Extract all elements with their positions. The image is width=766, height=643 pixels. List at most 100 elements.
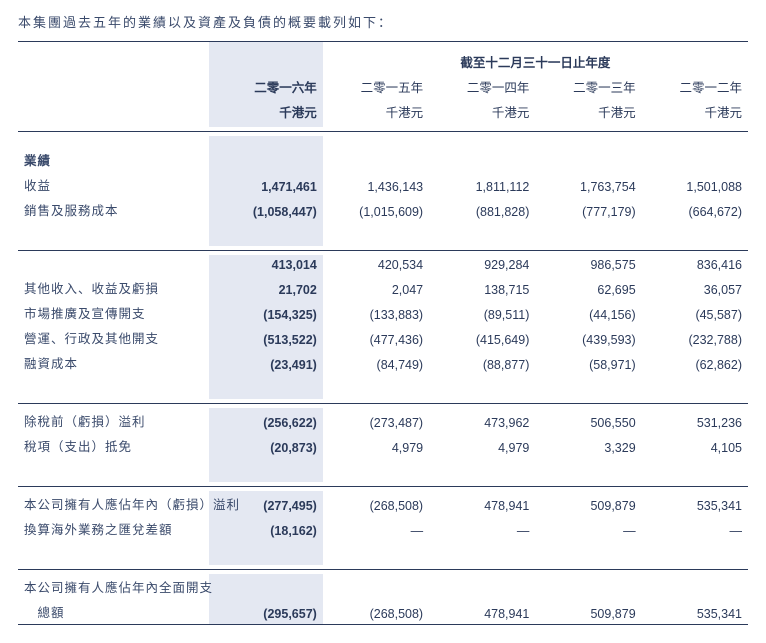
- table-header: 截至十二月三十一日止年度 二零一六年 二零一五年 二零一四年 二零一三年 二零一…: [18, 42, 748, 136]
- cell-value: 535,341: [642, 491, 748, 516]
- cell-value: (23,491): [209, 350, 323, 375]
- cell-value: 535,341: [642, 599, 748, 624]
- cell-value: 506,550: [535, 408, 641, 433]
- cell-value: (295,657): [209, 599, 323, 624]
- row-label: 業績: [18, 136, 209, 172]
- section-gap: [18, 458, 748, 482]
- cell-value: 4,979: [323, 433, 429, 458]
- section-divider: [18, 246, 748, 255]
- cell-value: 1,763,754: [535, 172, 641, 197]
- cell-value: [323, 136, 429, 172]
- cell-value: (58,971): [535, 350, 641, 375]
- cell-value: 986,575: [535, 255, 641, 275]
- cell-value: 21,702: [209, 275, 323, 300]
- table-row: 其他收入、收益及虧損21,7022,047138,71562,69536,057: [18, 275, 748, 300]
- col-year-1: 二零一五年: [323, 74, 429, 99]
- cell-value: 509,879: [535, 491, 641, 516]
- financial-summary-table: 截至十二月三十一日止年度 二零一六年 二零一五年 二零一四年 二零一三年 二零一…: [18, 42, 748, 624]
- cell-value: 929,284: [429, 255, 535, 275]
- table-row: 本公司擁有人應佔年內（虧損）溢利(277,495)(268,508)478,94…: [18, 491, 748, 516]
- cell-value: 1,811,112: [429, 172, 535, 197]
- cell-value: (664,672): [642, 197, 748, 222]
- table-row: 業績: [18, 136, 748, 172]
- cell-value: 478,941: [429, 491, 535, 516]
- cell-value: (232,788): [642, 325, 748, 350]
- row-label: [18, 255, 209, 275]
- cell-value: 138,715: [429, 275, 535, 300]
- table-row: 銷售及服務成本(1,058,447)(1,015,609)(881,828)(7…: [18, 197, 748, 222]
- cell-value: 36,057: [642, 275, 748, 300]
- cell-value: 1,501,088: [642, 172, 748, 197]
- col-unit-3: 千港元: [535, 99, 641, 127]
- row-label: 銷售及服務成本: [18, 197, 209, 222]
- cell-value: [642, 136, 748, 172]
- row-label: 稅項（支出）抵免: [18, 433, 209, 458]
- section-divider: [18, 482, 748, 491]
- row-label: 收益: [18, 172, 209, 197]
- table-row: 413,014420,534929,284986,575836,416: [18, 255, 748, 275]
- cell-value: 531,236: [642, 408, 748, 433]
- section-gap: [18, 541, 748, 565]
- cell-value: (415,649): [429, 325, 535, 350]
- section-gap: [18, 222, 748, 246]
- cell-value: (20,873): [209, 433, 323, 458]
- cell-value: (89,511): [429, 300, 535, 325]
- cell-value: (1,058,447): [209, 197, 323, 222]
- cell-value: (273,487): [323, 408, 429, 433]
- table-row: 營運、行政及其他開支(513,522)(477,436)(415,649)(43…: [18, 325, 748, 350]
- table-row: 收益1,471,4611,436,1431,811,1121,763,7541,…: [18, 172, 748, 197]
- cell-value: (1,015,609): [323, 197, 429, 222]
- cell-value: 836,416: [642, 255, 748, 275]
- table-row: 稅項（支出）抵免(20,873)4,9794,9793,3294,105: [18, 433, 748, 458]
- cell-value: 1,436,143: [323, 172, 429, 197]
- cell-value: (84,749): [323, 350, 429, 375]
- col-unit-2: 千港元: [429, 99, 535, 127]
- table-body: 業績收益1,471,4611,436,1431,811,1121,763,754…: [18, 136, 748, 624]
- cell-value: 1,471,461: [209, 172, 323, 197]
- table-row: 總額(295,657)(268,508)478,941509,879535,34…: [18, 599, 748, 624]
- section-gap: [18, 375, 748, 399]
- section-divider: [18, 399, 748, 408]
- col-year-3: 二零一三年: [535, 74, 641, 99]
- cell-value: (62,862): [642, 350, 748, 375]
- cell-value: (477,436): [323, 325, 429, 350]
- cell-value: (268,508): [323, 491, 429, 516]
- cell-value: (88,877): [429, 350, 535, 375]
- row-label: 營運、行政及其他開支: [18, 325, 209, 350]
- row-label: 換算海外業務之匯兌差額: [18, 516, 209, 541]
- row-label: 市場推廣及宣傳開支: [18, 300, 209, 325]
- cell-value: (256,622): [209, 408, 323, 433]
- cell-value: 473,962: [429, 408, 535, 433]
- cell-value: (268,508): [323, 599, 429, 624]
- intro-text: 本集團過去五年的業績以及資產及負債的概要載列如下：: [18, 12, 748, 31]
- table-row: 換算海外業務之匯兌差額(18,162)————: [18, 516, 748, 541]
- cell-value: 2,047: [323, 275, 429, 300]
- cell-value: 4,105: [642, 433, 748, 458]
- cell-value: (44,156): [535, 300, 641, 325]
- cell-value: (45,587): [642, 300, 748, 325]
- cell-value: (513,522): [209, 325, 323, 350]
- cell-value: 509,879: [535, 599, 641, 624]
- col-unit-4: 千港元: [642, 99, 748, 127]
- cell-value: —: [642, 516, 748, 541]
- col-year-4: 二零一二年: [642, 74, 748, 99]
- header-super-title: 截至十二月三十一日止年度: [323, 42, 748, 74]
- cell-value: [535, 136, 641, 172]
- cell-value: (18,162): [209, 516, 323, 541]
- cell-value: 413,014: [209, 255, 323, 275]
- cell-value: 4,979: [429, 433, 535, 458]
- row-label: 其他收入、收益及虧損: [18, 275, 209, 300]
- row-label: 總額: [18, 599, 209, 624]
- cell-value: (133,883): [323, 300, 429, 325]
- financial-summary-table-container: 截至十二月三十一日止年度 二零一六年 二零一五年 二零一四年 二零一三年 二零一…: [18, 41, 748, 625]
- cell-value: 3,329: [535, 433, 641, 458]
- cell-value: [209, 136, 323, 172]
- table-row: 除稅前（虧損）溢利(256,622)(273,487)473,962506,55…: [18, 408, 748, 433]
- row-label: 本公司擁有人應佔年內（虧損）溢利: [18, 491, 209, 516]
- cell-value: (439,593): [535, 325, 641, 350]
- cell-value: (881,828): [429, 197, 535, 222]
- cell-value: —: [429, 516, 535, 541]
- table-row: 融資成本(23,491)(84,749)(88,877)(58,971)(62,…: [18, 350, 748, 375]
- cell-value: 420,534: [323, 255, 429, 275]
- col-year-0: 二零一六年: [209, 74, 323, 99]
